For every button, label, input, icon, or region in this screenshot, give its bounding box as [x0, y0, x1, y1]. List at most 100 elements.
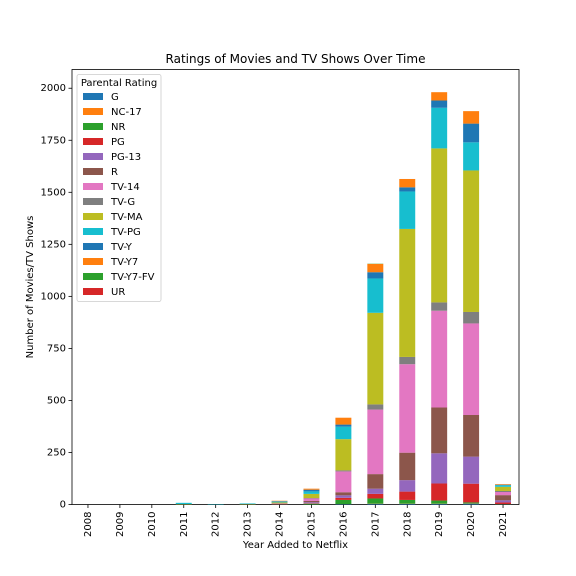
- bar-segment-tv-pg-2011: [175, 502, 192, 505]
- bar-segment-pg-2017: [367, 493, 384, 499]
- bar-segment-tv-g-2018: [399, 356, 416, 365]
- bar-segment-g-2019: [431, 503, 448, 505]
- bar-segment-tv-y-2020: [463, 123, 480, 143]
- y-tick-label: 1000: [41, 291, 66, 302]
- legend-swatch-r: [83, 168, 103, 175]
- legend-label-tv-pg: TV-PG: [110, 227, 141, 238]
- y-tick-label: 1500: [41, 187, 66, 198]
- legend-label-tv-y7-fv: TV-Y7-FV: [110, 272, 155, 283]
- bar-segment-r-2019: [431, 407, 448, 454]
- legend-label-tv-g: TV-G: [110, 197, 135, 208]
- bar-segment-pg-13-2019: [431, 453, 448, 484]
- x-tick-label: 2016: [338, 512, 349, 537]
- legend-title: Parental Rating: [81, 78, 157, 89]
- bar-segment-tv-pg-2015: [303, 491, 320, 494]
- y-tick-label: 750: [47, 343, 66, 354]
- legend-swatch-tv-g: [83, 198, 103, 205]
- bar-segment-g-2020: [463, 503, 480, 505]
- legend-label-r: R: [111, 167, 118, 178]
- chart-title: Ratings of Movies and TV Shows Over Time: [166, 52, 426, 66]
- legend-label-tv-ma: TV-MA: [110, 212, 143, 223]
- bar-segment-nr-2017: [367, 498, 384, 504]
- bar-segment-tv-14-2015: [303, 498, 320, 501]
- y-axis-ticks: 0 250 500 750 1000 1250 1500 1750 2000: [41, 83, 72, 511]
- y-tick-label: 1250: [41, 239, 66, 250]
- x-axis-label: Year Added to Netflix: [242, 540, 348, 551]
- bar-segment-tv-y7-2019: [431, 92, 448, 101]
- legend-swatch-tv-pg: [83, 228, 103, 235]
- legend-label-ur: UR: [111, 287, 125, 298]
- bar-segment-tv-y-2015: [303, 489, 320, 492]
- y-axis-label: Number of Movies/TV Shows: [25, 216, 36, 359]
- bar-segment-tv-y7-2020: [463, 111, 480, 124]
- bar-segment-r-2018: [399, 452, 416, 481]
- legend-swatch-tv-ma: [83, 213, 103, 220]
- bar-segment-tv-ma-2020: [463, 170, 480, 312]
- bar-segment-tv-y7-2015: [303, 488, 320, 490]
- legend-label-tv-y7: TV-Y7: [110, 257, 138, 268]
- bar-segment-tv-ma-2019: [431, 148, 448, 303]
- bar-segment-pg-2021: [495, 502, 512, 505]
- bar-segment-nr-2015: [303, 503, 320, 505]
- x-tick-label: 2017: [370, 512, 381, 537]
- bar-segment-g-2018: [399, 503, 416, 505]
- legend-swatch-ur: [83, 288, 103, 295]
- bar-segment-pg-13-2016: [335, 495, 352, 498]
- bar-segment-tv-ma-2014: [271, 502, 288, 504]
- bar-segment-tv-g-2019: [431, 302, 448, 311]
- bar-segment-tv-ma-2018: [399, 228, 416, 357]
- bar-segment-nr-2020: [463, 502, 480, 504]
- bar-segment-tv-pg-2013: [239, 503, 256, 505]
- legend-swatch-nr: [83, 123, 103, 130]
- bar-segment-tv-pg-2018: [399, 191, 416, 229]
- bar-segment-tv-y7-2017: [367, 263, 384, 273]
- y-tick-label: 1750: [41, 135, 66, 146]
- bar-segment-pg-2019: [431, 483, 448, 501]
- bar-segment-tv-pg-2016: [335, 426, 352, 440]
- bar-segment-tv-pg-2019: [431, 107, 448, 149]
- legend-label-tv-y: TV-Y: [110, 242, 133, 253]
- bar-segment-tv-14-2014: [271, 503, 288, 505]
- bar-segment-nr-2018: [399, 499, 416, 504]
- bar-segment-tv-pg-2017: [367, 278, 384, 313]
- bar-segment-r-2016: [335, 492, 352, 496]
- bar-segment-pg-13-2017: [367, 488, 384, 494]
- bar-segment-tv-y7-2021: [495, 484, 512, 485]
- legend-swatch-tv-y: [83, 243, 103, 250]
- legend-swatch-pg: [83, 138, 103, 145]
- legend-swatch-tv-y7: [83, 258, 103, 265]
- x-tick-label: 2013: [243, 512, 254, 537]
- x-tick-label: 2010: [147, 512, 158, 537]
- bar-segment-tv-14-2017: [367, 409, 384, 475]
- bar-segment-pg-13-2015: [303, 502, 320, 504]
- x-tick-label: 2021: [498, 512, 509, 537]
- bar-segment-pg-2018: [399, 491, 416, 500]
- bar-segment-tv-ma-2021: [495, 486, 512, 491]
- bar-segment-r-2021: [495, 495, 512, 501]
- bar-segment-tv-y-2017: [367, 272, 384, 279]
- bar-segment-tv-y-2019: [431, 100, 448, 108]
- legend-label-nr: NR: [111, 122, 125, 133]
- bar-segment-nr-2016: [335, 499, 352, 505]
- bar-segment-r-2017: [367, 474, 384, 489]
- legend-label-nc-17: NC-17: [111, 107, 142, 118]
- plot-area: [71, 69, 520, 505]
- legend-swatch-pg-13: [83, 153, 103, 160]
- legend-swatch-g: [83, 93, 103, 100]
- bar-segment-r-2015: [303, 500, 320, 503]
- y-tick-label: 250: [47, 447, 66, 458]
- bar-segment-pg-2020: [463, 483, 480, 503]
- bar-segment-tv-14-2021: [495, 492, 512, 496]
- bar-segment-tv-pg-2020: [463, 142, 480, 171]
- bar-segment-tv-g-2021: [495, 490, 512, 493]
- x-tick-label: 2011: [179, 512, 190, 537]
- bar-segment-tv-g-2017: [367, 404, 384, 410]
- bar-segment-pg-13-2018: [399, 480, 416, 492]
- legend-label-tv-14: TV-14: [110, 182, 140, 193]
- bar-segment-tv-y7-2018: [399, 178, 416, 188]
- legend-swatch-nc-17: [83, 108, 103, 115]
- bar-segment-tv-14-2016: [335, 471, 352, 493]
- bar-segment-tv-14-2018: [399, 364, 416, 453]
- bar-segment-r-2020: [463, 415, 480, 457]
